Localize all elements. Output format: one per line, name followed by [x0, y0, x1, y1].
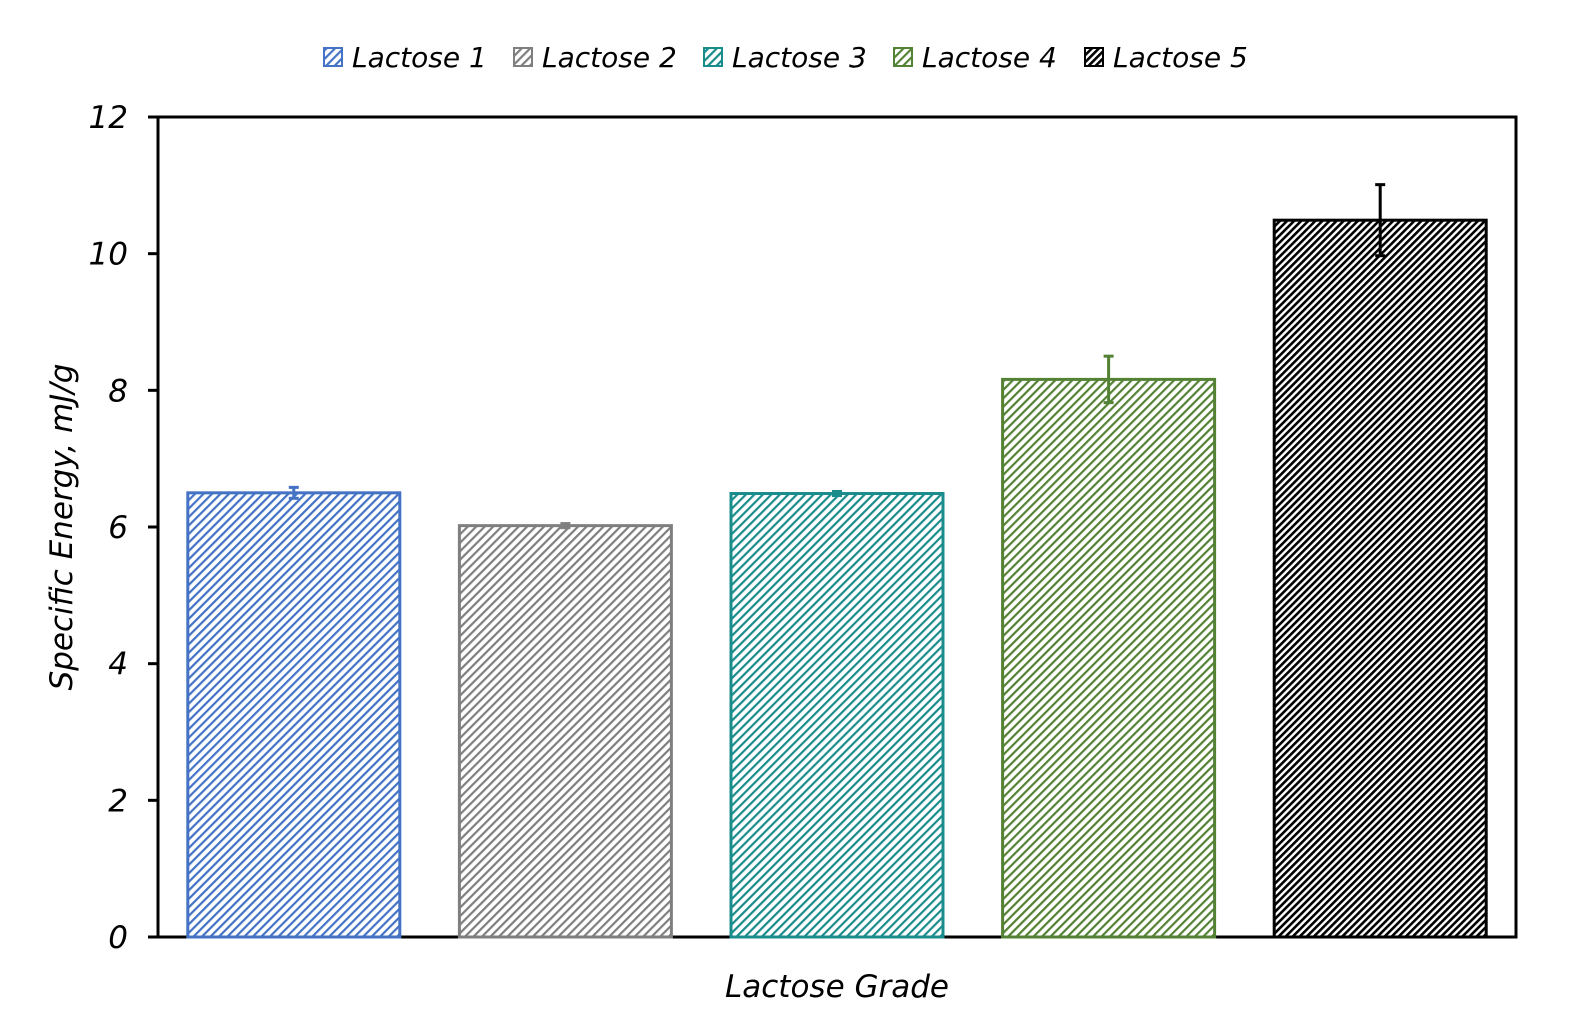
error-bar	[288, 485, 299, 500]
legend-label: Lactose 4	[922, 41, 1057, 74]
y-tick-label: 8	[108, 373, 128, 409]
legend-label: Lactose 1	[352, 41, 487, 74]
y-axis: 0 2 4 6 8 10 12	[89, 100, 158, 956]
bar-lactose-3	[729, 492, 945, 939]
legend-label: Lactose 2	[542, 41, 677, 74]
error-bar	[1375, 183, 1386, 258]
y-tick-label: 0	[108, 920, 128, 956]
y-tick-label: 6	[108, 510, 128, 546]
legend-item: Lactose 4	[893, 41, 1057, 74]
legend: Lactose 1 Lactose 2 Lactose 3 Lactose 4 Lact…	[323, 41, 1248, 74]
error-bar	[560, 522, 571, 530]
bar-lactose-1	[186, 491, 402, 939]
legend-item: Lactose 3	[703, 41, 867, 74]
legend-swatch	[1084, 47, 1104, 67]
legend-swatch	[323, 47, 343, 67]
legend-swatch	[893, 47, 913, 67]
error-bar	[1103, 354, 1114, 405]
y-tick-label: 2	[108, 783, 128, 819]
legend-label: Lactose 5	[1113, 41, 1248, 74]
legend-item: Lactose 5	[1084, 41, 1248, 74]
legend-swatch	[703, 47, 723, 67]
y-tick-label: 10	[89, 237, 128, 273]
bar-lactose-4	[1001, 377, 1217, 939]
y-tick-label: 12	[89, 100, 128, 136]
legend-swatch	[513, 47, 533, 67]
y-tick-label: 4	[108, 647, 128, 683]
error-bars	[288, 183, 1386, 530]
legend-label: Lactose 3	[732, 41, 867, 74]
legend-item: Lactose 2	[513, 41, 677, 74]
bar-lactose-5	[1272, 218, 1488, 939]
x-axis-title: Lactose Grade	[725, 969, 949, 1005]
y-axis-title: Specific Energy, mJ/g	[44, 364, 80, 691]
bars	[186, 218, 1488, 939]
error-bar	[832, 489, 842, 498]
bar-lactose-2	[457, 524, 673, 939]
legend-item: Lactose 1	[323, 41, 487, 74]
